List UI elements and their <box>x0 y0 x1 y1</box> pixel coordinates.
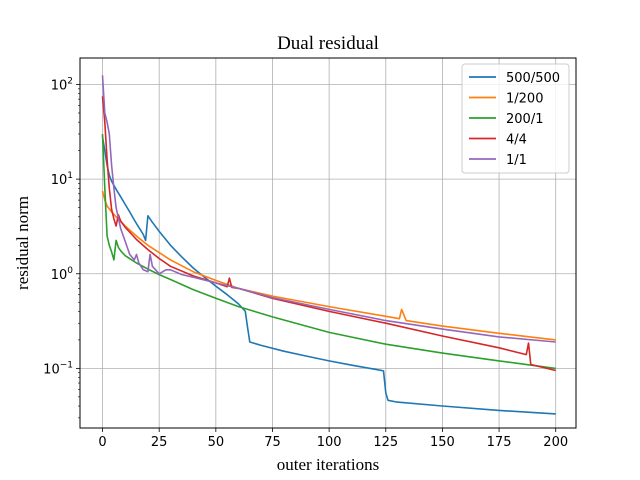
x-tick-label: 25 <box>151 435 168 450</box>
y-tick-label: 101 <box>51 171 73 188</box>
x-tick-label: 150 <box>430 435 455 450</box>
x-tick-label: 200 <box>543 435 568 450</box>
y-tick-base: 10 <box>43 362 60 377</box>
x-tick-label: 100 <box>317 435 342 450</box>
y-tick-label: 100 <box>51 266 74 283</box>
y-tick-label: 10−1 <box>43 360 73 377</box>
legend-box <box>461 63 570 174</box>
x-tick-label: 75 <box>264 435 281 450</box>
y-tick-base: 10 <box>51 173 68 188</box>
y-tick-base: 10 <box>51 268 68 283</box>
x-tick-label: 0 <box>98 435 106 450</box>
legend-label-1: 500/500 <box>506 71 560 86</box>
y-tick-label: 102 <box>51 76 73 93</box>
legend-label-5: 1/1 <box>506 153 527 168</box>
x-tick-label: 125 <box>373 435 398 450</box>
chart-title: Dual residual <box>277 33 379 54</box>
plot-area-frame <box>79 57 577 429</box>
series-line-1 <box>101 136 556 415</box>
x-axis-label: outer iterations <box>277 455 379 474</box>
y-axis-label: residual norm <box>13 196 32 290</box>
series-line-4 <box>101 96 556 372</box>
x-tick-label: 50 <box>208 435 225 450</box>
legend: 500/500 1/200 200/1 4/4 1/1 <box>461 63 570 174</box>
x-axis-ticks: 0 25 50 75 100 125 150 175 200 <box>98 428 568 450</box>
y-tick-exponent: −1 <box>60 360 73 370</box>
y-tick-exponent: 2 <box>67 76 73 86</box>
y-tick-exponent: 0 <box>67 266 73 276</box>
legend-label-2: 1/200 <box>506 92 543 107</box>
x-tick-label: 175 <box>487 435 512 450</box>
legend-label-3: 200/1 <box>506 112 543 127</box>
series-line-5 <box>101 75 556 343</box>
series-lines <box>101 75 556 415</box>
y-tick-base: 10 <box>51 78 68 93</box>
y-tick-exponent: 1 <box>67 171 73 181</box>
legend-label-4: 4/4 <box>506 133 527 148</box>
